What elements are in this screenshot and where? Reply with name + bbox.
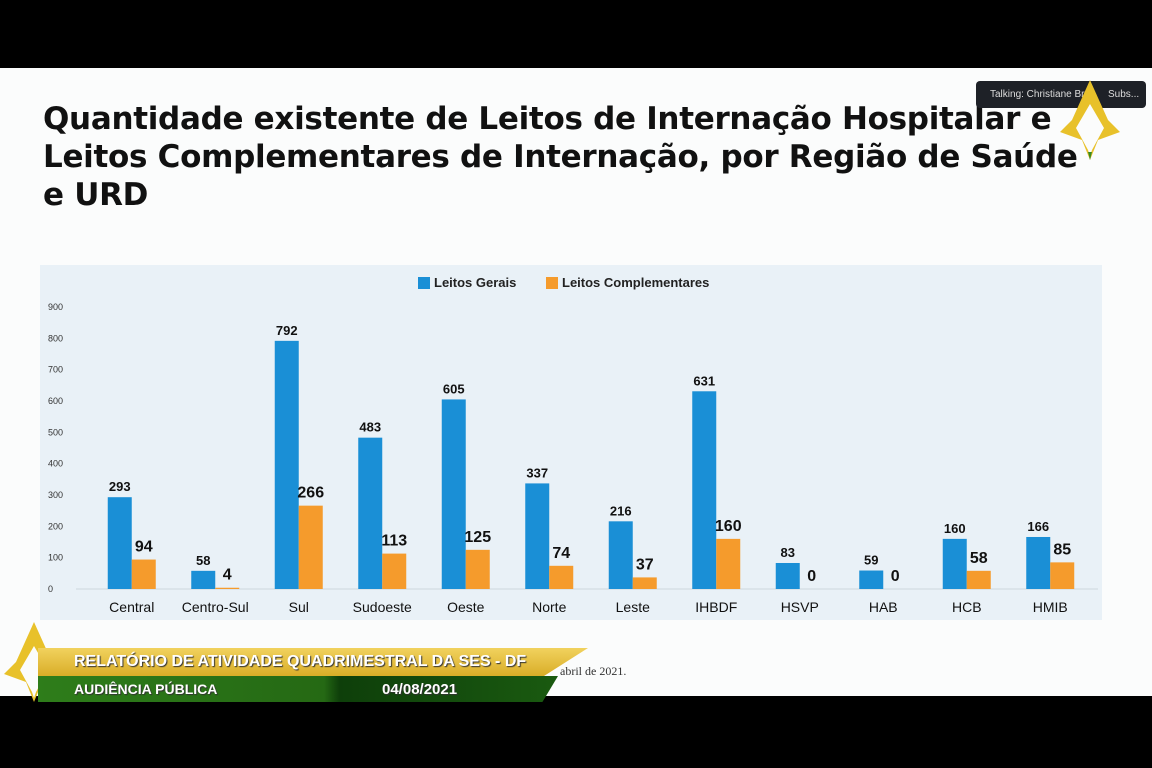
bar-gerais — [191, 570, 216, 589]
bar-complementares — [549, 565, 574, 589]
data-label: 605 — [443, 381, 465, 396]
data-label: 266 — [297, 485, 324, 502]
bar-gerais — [775, 562, 800, 589]
bar-gerais — [608, 521, 633, 589]
banner-subtitle: AUDIÊNCIA PÚBLICA — [74, 681, 218, 697]
zoom-talking-indicator: Talking: Christiane Br... Subs... — [976, 81, 1146, 108]
data-label: 160 — [715, 518, 742, 535]
y-tick-label: 600 — [48, 396, 63, 406]
bar-complementares — [1050, 562, 1075, 589]
bar-complementares — [465, 549, 490, 589]
data-label: 792 — [276, 323, 298, 338]
talking-label: Talking: Christiane Br... — [990, 89, 1093, 100]
bar-gerais — [859, 570, 884, 589]
bar-complementares — [215, 587, 240, 589]
bar-gerais — [525, 483, 550, 589]
bar-gerais — [692, 391, 717, 589]
legend-label: Leitos Complementares — [562, 275, 709, 290]
bar-complementares — [966, 570, 991, 589]
data-label: 113 — [381, 533, 407, 550]
data-label: 4 — [223, 567, 232, 584]
data-label: 58 — [970, 550, 988, 567]
bar-gerais — [441, 399, 466, 589]
data-label: 85 — [1053, 541, 1071, 558]
x-tick-label: Oeste — [447, 599, 485, 615]
bar-gerais — [358, 437, 383, 589]
x-tick-label: Norte — [532, 599, 566, 615]
legend-swatch — [418, 277, 430, 289]
data-label: 59 — [864, 553, 878, 568]
bar-gerais — [942, 538, 967, 589]
y-tick-label: 0 — [48, 584, 53, 594]
data-label: 83 — [781, 545, 795, 560]
data-label: 160 — [944, 521, 966, 536]
legend-label: Leitos Gerais — [434, 275, 516, 290]
x-tick-label: HAB — [869, 599, 898, 615]
data-label: 125 — [464, 529, 491, 546]
bar-gerais — [107, 497, 132, 589]
bar-complementares — [716, 538, 741, 589]
x-tick-label: HSVP — [781, 599, 819, 615]
bar-complementares — [131, 559, 156, 589]
logo-icon — [1060, 80, 1120, 160]
data-label: 74 — [552, 545, 570, 562]
x-tick-label: HMIB — [1033, 599, 1068, 615]
x-tick-label: Sul — [289, 599, 309, 615]
x-tick-label: IHBDF — [695, 599, 737, 615]
data-label: 58 — [196, 553, 210, 568]
slide-title: Quantidade existente de Leitos de Intern… — [43, 101, 1078, 213]
y-tick-label: 200 — [48, 521, 63, 531]
bar-complementares — [632, 577, 657, 589]
data-label: 337 — [526, 465, 548, 480]
bar-complementares — [382, 553, 407, 589]
data-label: 631 — [693, 373, 715, 388]
chart-panel: 0 100 200 300 400 500 600 700 800 900 Central 293 94… — [40, 265, 1102, 620]
data-label: 293 — [109, 479, 131, 494]
bar-chart: 0100200300400500600700800900Central29394… — [48, 275, 1098, 615]
data-label: 216 — [610, 503, 632, 518]
y-tick-label: 400 — [48, 459, 63, 469]
banner-title: RELATÓRIO DE ATIVIDADE QUADRIMESTRAL DA … — [74, 653, 527, 670]
footnote: abril de 2021. — [560, 664, 627, 678]
data-label: 0 — [891, 568, 900, 585]
y-tick-label: 100 — [48, 553, 63, 563]
x-tick-label: Central — [109, 599, 154, 615]
legend-swatch — [546, 277, 558, 289]
subscribe-button[interactable]: Subs... — [1108, 89, 1140, 100]
bar-gerais — [1026, 536, 1051, 589]
data-label: 94 — [135, 539, 153, 556]
bar-complementares — [298, 505, 323, 589]
y-tick-label: 300 — [48, 490, 63, 500]
x-tick-label: Sudoeste — [353, 599, 412, 615]
banner-date: 04/08/2021 — [382, 681, 458, 698]
bar-gerais — [274, 340, 299, 589]
y-tick-label: 900 — [48, 302, 63, 312]
y-tick-label: 500 — [48, 427, 63, 437]
x-tick-label: Centro-Sul — [182, 599, 249, 615]
data-label: 0 — [807, 568, 816, 585]
y-tick-label: 700 — [48, 365, 63, 375]
y-tick-label: 800 — [48, 333, 63, 343]
data-label: 483 — [359, 420, 381, 435]
x-tick-label: HCB — [952, 599, 982, 615]
data-label: 37 — [636, 556, 654, 573]
x-tick-label: Leste — [616, 599, 650, 615]
data-label: 166 — [1027, 519, 1049, 534]
broadcast-banner: RELATÓRIO DE ATIVIDADE QUADRIMESTRAL DA … — [38, 648, 588, 702]
